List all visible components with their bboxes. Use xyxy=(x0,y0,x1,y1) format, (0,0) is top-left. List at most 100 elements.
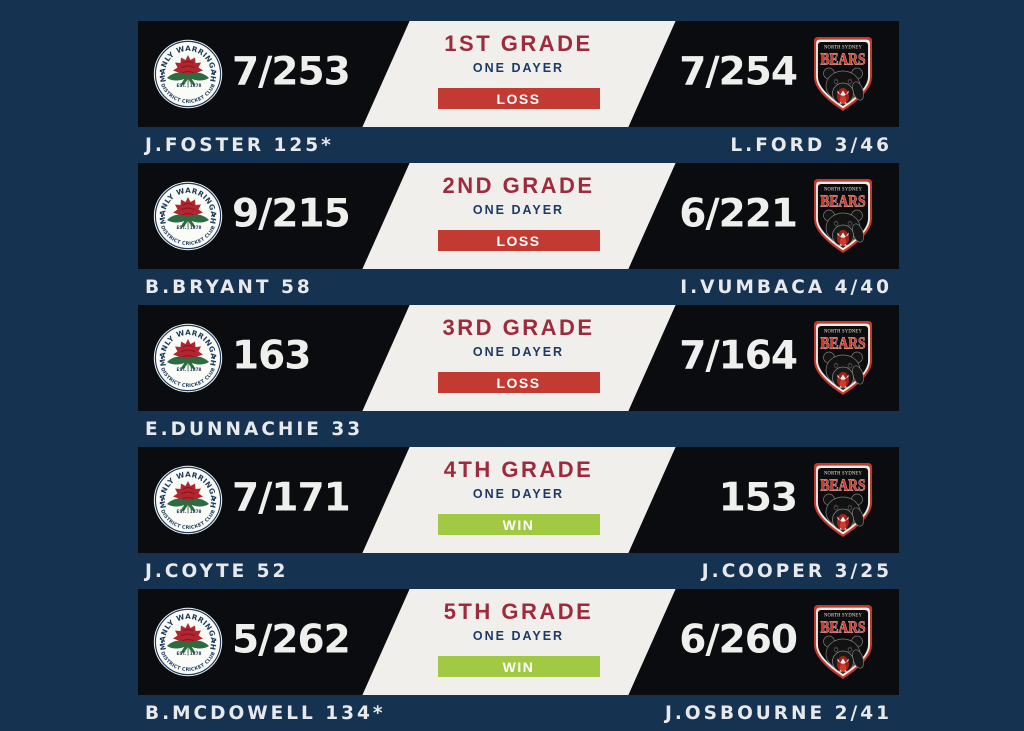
manly-warringah-crest-icon: MANLY WARRINGAH DISTRICT CRICKET CLUB ES… xyxy=(153,181,223,251)
svg-text:BEARS: BEARS xyxy=(821,618,866,637)
home-best-performance: J.FOSTER 125* xyxy=(145,134,334,156)
match-card: MANLY WARRINGAH DISTRICT CRICKET CLUB ES… xyxy=(138,163,899,269)
away-best-performance: J.COOPER 3/25 xyxy=(701,560,892,582)
manly-warringah-crest-icon: MANLY WARRINGAH DISTRICT CRICKET CLUB ES… xyxy=(153,465,223,535)
north-sydney-bears-crest-icon: NORTH SYDNEY BEARS xyxy=(814,179,872,253)
away-best-performance: J.OSBOURNE 2/41 xyxy=(665,702,892,724)
waratah-flower-icon xyxy=(167,55,209,88)
grade-title: 3RD GRADE xyxy=(442,315,595,340)
grade-title: 5TH GRADE xyxy=(443,599,594,624)
svg-text:1878: 1878 xyxy=(190,509,202,514)
svg-text:NORTH SYDNEY: NORTH SYDNEY xyxy=(824,471,862,477)
north-sydney-bears-logo: NORTH SYDNEY BEARS xyxy=(812,319,874,397)
manly-warringah-crest-icon: MANLY WARRINGAH DISTRICT CRICKET CLUB ES… xyxy=(153,39,223,109)
banner-content: 2ND GRADE ONE DAYER LOSS xyxy=(437,163,600,269)
away-best-performance: L.FORD 3/46 xyxy=(730,134,892,156)
bear-head-icon xyxy=(823,493,864,531)
scoreboard: MANLY WARRINGAH DISTRICT CRICKET CLUB ES… xyxy=(138,21,899,731)
manly-warringah-logo: MANLY WARRINGAH DISTRICT CRICKET CLUB ES… xyxy=(153,607,223,677)
match-row: MANLY WARRINGAH DISTRICT CRICKET CLUB ES… xyxy=(138,21,899,163)
north-sydney-bears-crest-icon: NORTH SYDNEY BEARS xyxy=(814,463,872,537)
waratah-flower-icon xyxy=(167,197,209,230)
banner-content: 4TH GRADE ONE DAYER WIN xyxy=(437,447,600,553)
svg-text:1878: 1878 xyxy=(190,367,202,372)
match-format: ONE DAYER xyxy=(472,487,565,502)
north-sydney-bears-crest-icon: NORTH SYDNEY BEARS xyxy=(814,37,872,111)
svg-text:EST.: EST. xyxy=(177,83,187,88)
match-card: MANLY WARRINGAH DISTRICT CRICKET CLUB ES… xyxy=(138,305,899,411)
svg-text:NORTH SYDNEY: NORTH SYDNEY xyxy=(824,329,862,335)
north-sydney-bears-logo: NORTH SYDNEY BEARS xyxy=(812,603,874,681)
grade-title: 1ST GRADE xyxy=(444,31,593,56)
result-badge: LOSS xyxy=(437,230,600,252)
match-format: ONE DAYER xyxy=(472,61,565,76)
home-score: 163 xyxy=(232,333,311,379)
svg-text:NORTH SYDNEY: NORTH SYDNEY xyxy=(824,187,862,193)
home-score: 7/171 xyxy=(232,475,351,521)
away-best-performance: I.VUMBACA 4/40 xyxy=(680,276,892,298)
match-card: MANLY WARRINGAH DISTRICT CRICKET CLUB ES… xyxy=(138,21,899,127)
svg-text:1878: 1878 xyxy=(190,651,202,656)
banner-content: 3RD GRADE ONE DAYER LOSS xyxy=(437,305,600,411)
waratah-flower-icon xyxy=(167,481,209,514)
svg-text:EST.: EST. xyxy=(177,367,187,372)
away-score: 6/260 xyxy=(679,617,798,663)
manly-warringah-logo: MANLY WARRINGAH DISTRICT CRICKET CLUB ES… xyxy=(153,465,223,535)
north-sydney-bears-crest-icon: NORTH SYDNEY BEARS xyxy=(814,605,872,679)
bear-head-icon xyxy=(823,209,864,247)
north-sydney-bears-logo: NORTH SYDNEY BEARS xyxy=(812,461,874,539)
banner-content: 1ST GRADE ONE DAYER LOSS xyxy=(437,21,600,127)
north-sydney-bears-crest-icon: NORTH SYDNEY BEARS xyxy=(814,321,872,395)
waratah-flower-icon xyxy=(167,623,209,656)
svg-text:BEARS: BEARS xyxy=(821,334,866,353)
away-score: 7/164 xyxy=(679,333,798,379)
manly-warringah-crest-icon: MANLY WARRINGAH DISTRICT CRICKET CLUB ES… xyxy=(153,323,223,393)
svg-text:1878: 1878 xyxy=(190,83,202,88)
match-row: MANLY WARRINGAH DISTRICT CRICKET CLUB ES… xyxy=(138,589,899,731)
match-row: MANLY WARRINGAH DISTRICT CRICKET CLUB ES… xyxy=(138,305,899,447)
away-score: 153 xyxy=(718,475,798,521)
manly-warringah-crest-icon: MANLY WARRINGAH DISTRICT CRICKET CLUB ES… xyxy=(153,607,223,677)
result-badge: WIN xyxy=(437,514,600,536)
match-card: MANLY WARRINGAH DISTRICT CRICKET CLUB ES… xyxy=(138,447,899,553)
svg-text:NORTH SYDNEY: NORTH SYDNEY xyxy=(824,613,862,619)
home-score: 9/215 xyxy=(232,191,351,237)
home-best-performance: E.DUNNACHIE 33 xyxy=(145,418,364,440)
stats-row: J.FOSTER 125* L.FORD 3/46 xyxy=(138,127,899,163)
stats-row: B.MCDOWELL 134* J.OSBOURNE 2/41 xyxy=(138,695,899,731)
home-score: 5/262 xyxy=(232,617,351,663)
away-score: 7/254 xyxy=(679,49,798,95)
svg-text:BEARS: BEARS xyxy=(821,192,866,211)
manly-warringah-logo: MANLY WARRINGAH DISTRICT CRICKET CLUB ES… xyxy=(153,181,223,251)
result-badge: LOSS xyxy=(437,88,600,110)
bear-head-icon xyxy=(823,351,864,389)
home-best-performance: B.MCDOWELL 134* xyxy=(145,702,386,724)
bear-head-icon xyxy=(823,635,864,673)
bear-head-icon xyxy=(823,67,864,105)
svg-text:EST.: EST. xyxy=(177,509,187,514)
home-score: 7/253 xyxy=(232,49,351,95)
stats-row: E.DUNNACHIE 33 xyxy=(138,411,899,447)
home-best-performance: B.BRYANT 58 xyxy=(145,276,313,298)
svg-text:EST.: EST. xyxy=(177,225,187,230)
north-sydney-bears-logo: NORTH SYDNEY BEARS xyxy=(812,35,874,113)
match-format: ONE DAYER xyxy=(472,203,565,218)
stats-row: B.BRYANT 58 I.VUMBACA 4/40 xyxy=(138,269,899,305)
svg-text:BEARS: BEARS xyxy=(821,476,866,495)
svg-text:BEARS: BEARS xyxy=(821,50,866,69)
result-badge: LOSS xyxy=(437,372,600,394)
home-best-performance: J.COYTE 52 xyxy=(145,560,289,582)
banner-content: 5TH GRADE ONE DAYER WIN xyxy=(437,589,600,695)
north-sydney-bears-logo: NORTH SYDNEY BEARS xyxy=(812,177,874,255)
manly-warringah-logo: MANLY WARRINGAH DISTRICT CRICKET CLUB ES… xyxy=(153,39,223,109)
manly-warringah-logo: MANLY WARRINGAH DISTRICT CRICKET CLUB ES… xyxy=(153,323,223,393)
match-row: MANLY WARRINGAH DISTRICT CRICKET CLUB ES… xyxy=(138,163,899,305)
away-score: 6/221 xyxy=(679,191,798,237)
stats-row: J.COYTE 52 J.COOPER 3/25 xyxy=(138,553,899,589)
match-format: ONE DAYER xyxy=(472,345,565,360)
svg-text:NORTH SYDNEY: NORTH SYDNEY xyxy=(824,45,862,51)
match-row: MANLY WARRINGAH DISTRICT CRICKET CLUB ES… xyxy=(138,447,899,589)
grade-title: 2ND GRADE xyxy=(442,173,595,198)
grade-title: 4TH GRADE xyxy=(443,457,594,482)
